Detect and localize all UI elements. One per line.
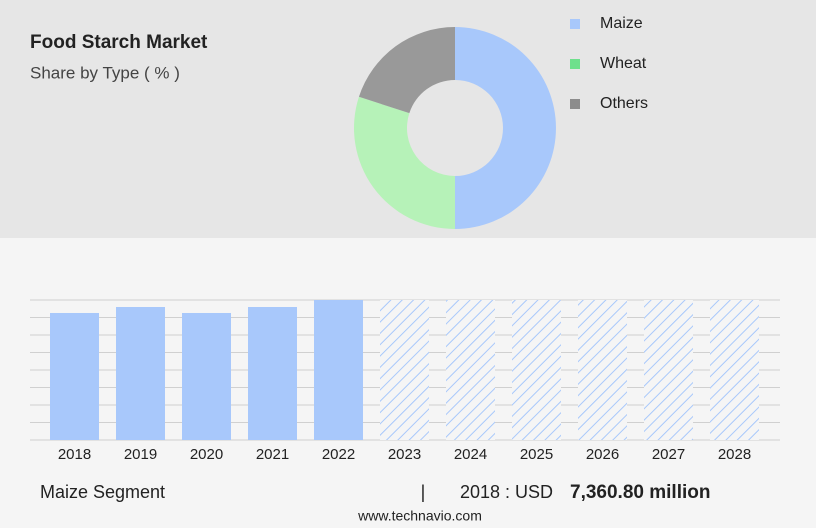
legend-label: Wheat — [600, 55, 647, 72]
bar — [50, 312, 99, 440]
legend-label: Others — [600, 95, 648, 112]
x-tick-label: 2024 — [454, 446, 487, 463]
forecast-placeholder — [710, 300, 759, 440]
source: www.technavio.com — [357, 508, 482, 524]
forecast-placeholder — [446, 300, 495, 440]
legend-marker — [570, 59, 580, 69]
x-tick-label: 2022 — [322, 446, 355, 463]
legend-marker — [570, 19, 580, 29]
year-label: 2018 : USD — [460, 482, 553, 502]
x-tick-label: 2020 — [190, 446, 223, 463]
donut-slice — [358, 27, 455, 114]
bar — [314, 300, 363, 440]
forecast-placeholder — [578, 300, 627, 440]
x-tick-label: 2026 — [586, 446, 619, 463]
x-tick-label: 2025 — [520, 446, 553, 463]
legend-label: Maize — [600, 15, 643, 32]
x-tick-label: 2023 — [388, 446, 421, 463]
segment: Maize Segment — [40, 482, 165, 502]
forecast-placeholder — [644, 300, 693, 440]
legend-marker — [570, 99, 580, 109]
x-tick-label: 2021 — [256, 446, 289, 463]
subtitle: Share by Type ( % ) — [30, 63, 180, 82]
x-tick-label: 2019 — [124, 446, 157, 463]
forecast-placeholder — [512, 300, 561, 440]
x-tick-label: 2018 — [58, 446, 91, 463]
donut-slice — [353, 96, 455, 230]
title: Food Starch Market — [30, 32, 208, 53]
separator: | — [421, 482, 426, 502]
bar — [116, 307, 165, 440]
donut-slice — [455, 27, 556, 229]
x-tick-label: 2028 — [718, 446, 751, 463]
x-tick-label: 2027 — [652, 446, 685, 463]
value-label: 7,360.80 million — [570, 482, 710, 503]
bar — [182, 312, 231, 440]
bar — [248, 307, 297, 440]
forecast-placeholder — [380, 300, 429, 440]
